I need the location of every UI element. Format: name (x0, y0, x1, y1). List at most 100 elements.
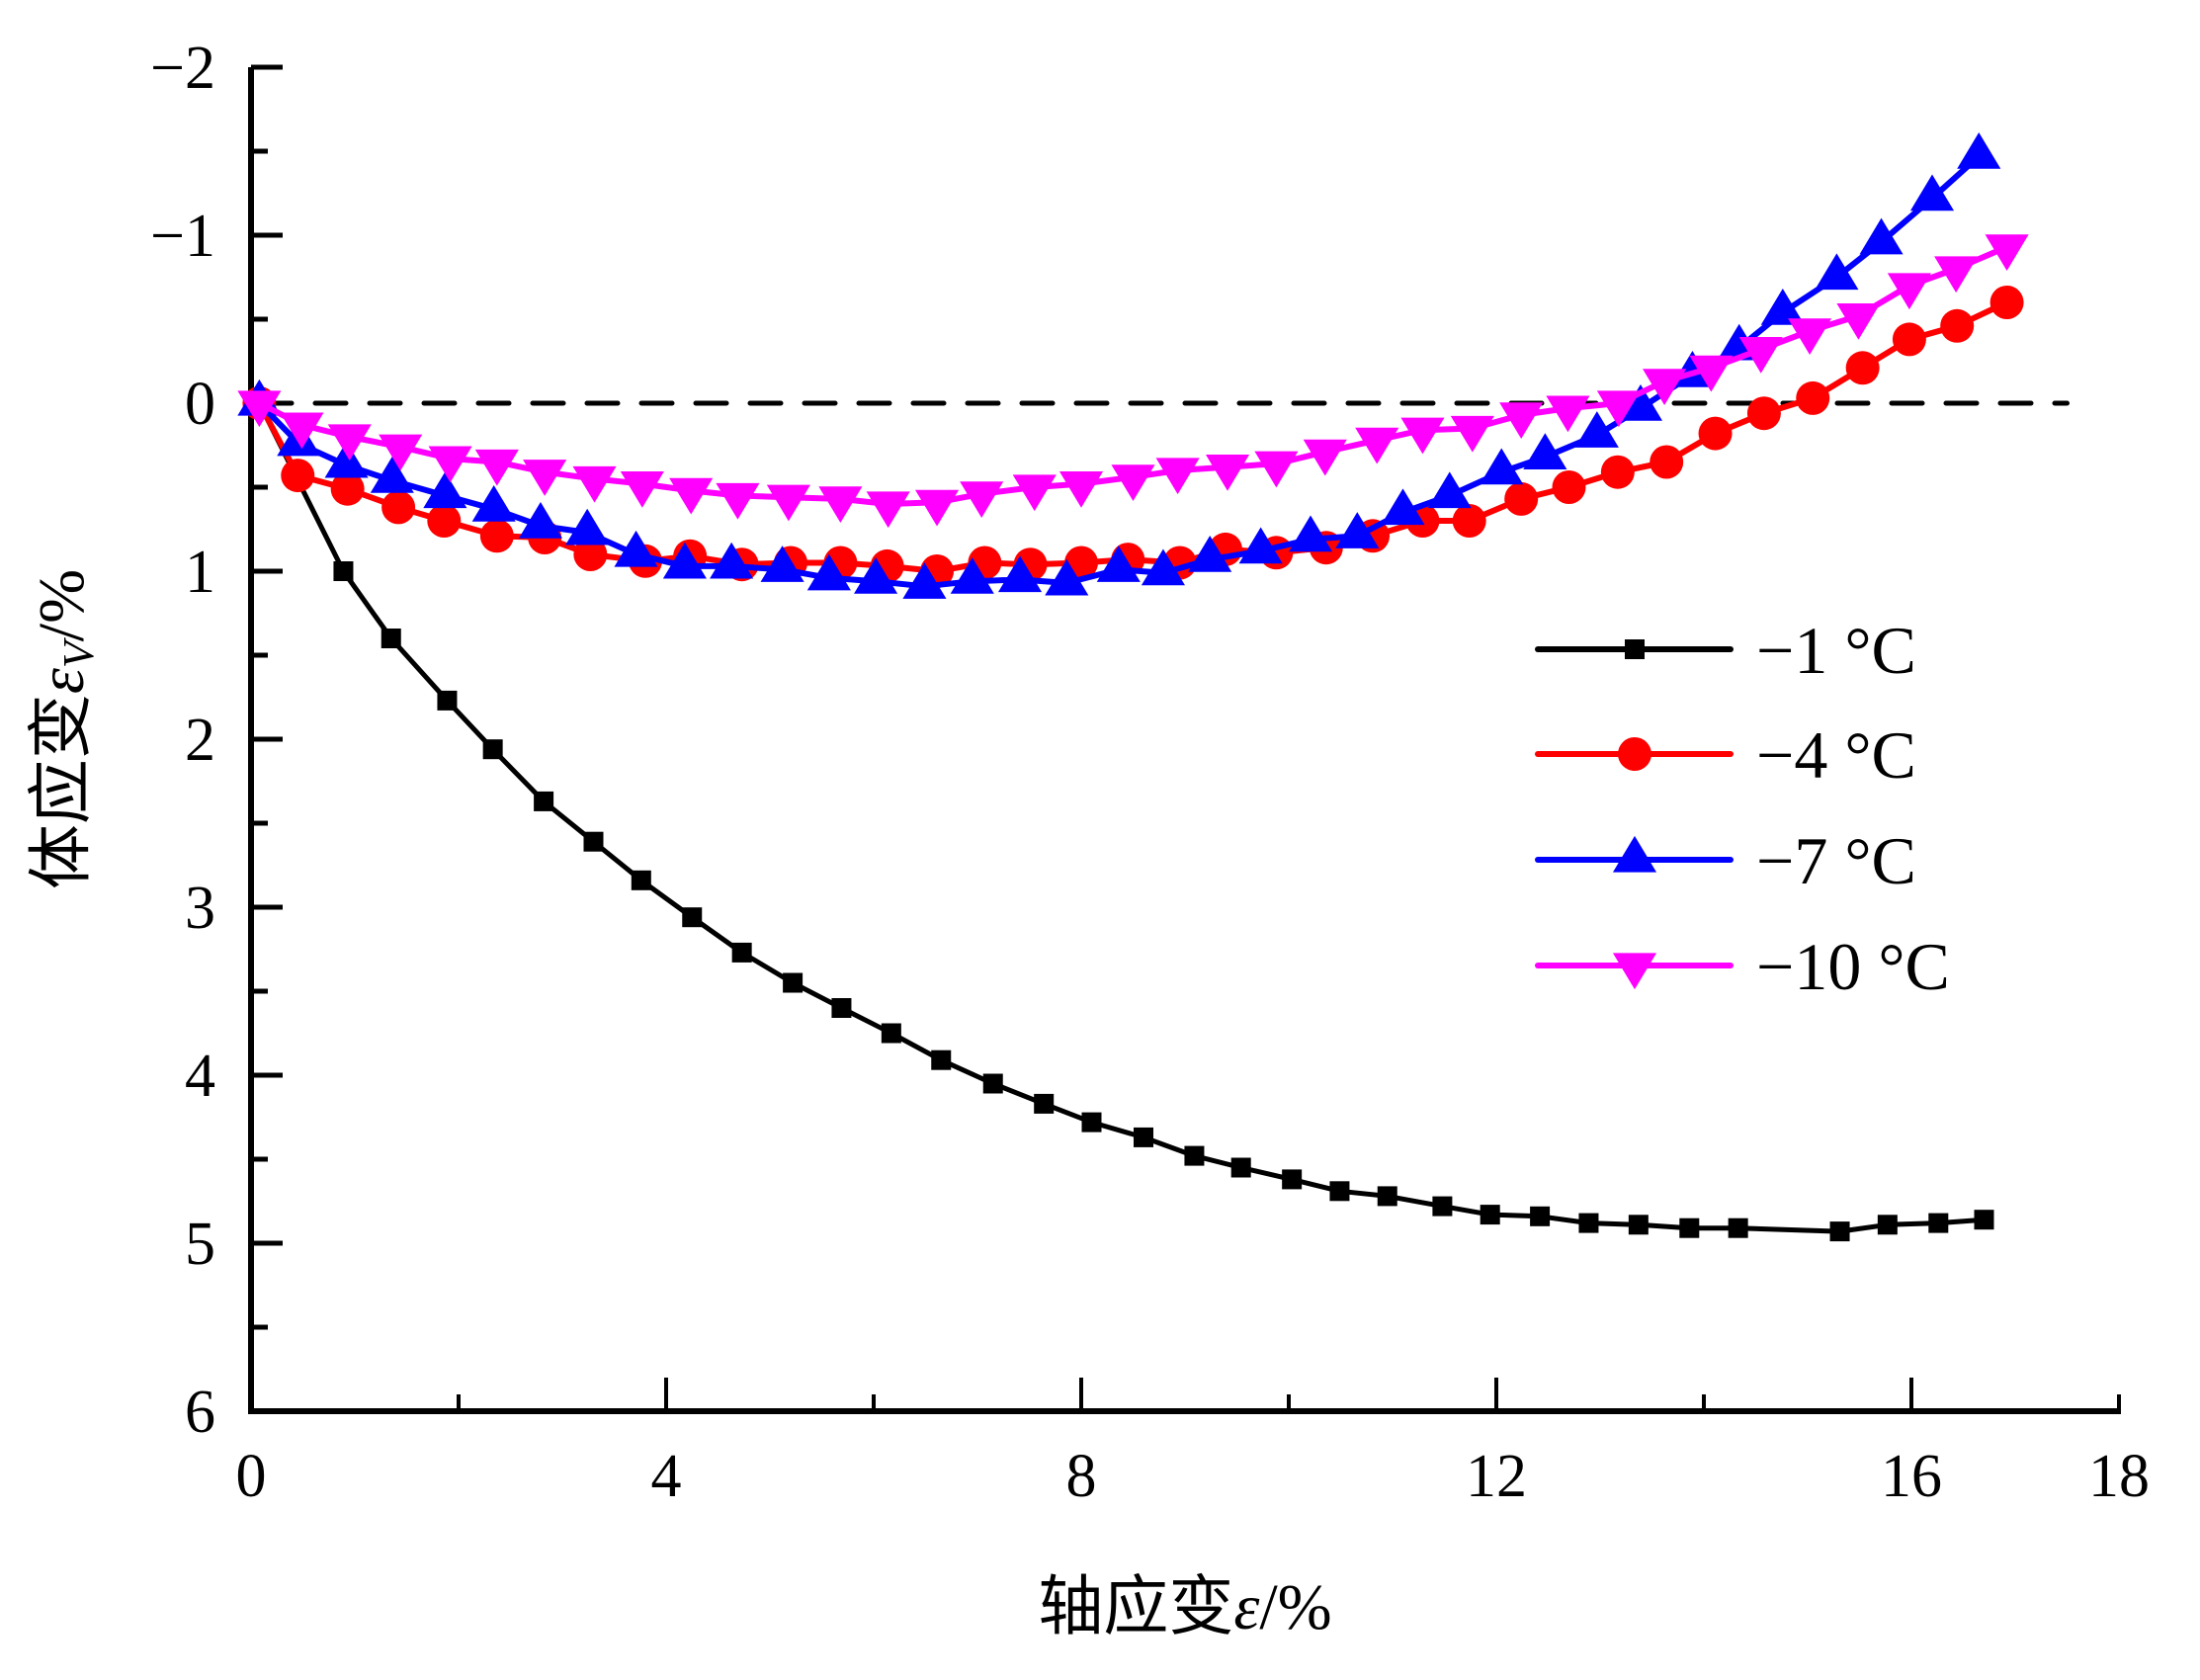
legend-marker (1612, 835, 1657, 873)
legend-item: −4 °C (1535, 717, 1916, 793)
data-point (960, 481, 1004, 518)
data-point (1887, 273, 1931, 310)
data-point (518, 501, 562, 539)
data-point (280, 412, 324, 450)
data-point (866, 491, 910, 529)
data-point (1034, 1093, 1055, 1114)
legend-marker (1625, 639, 1645, 659)
data-point (333, 561, 354, 581)
data-point (1859, 217, 1904, 255)
data-point (1578, 1213, 1599, 1233)
x-axis-title-unit: /% (1259, 1571, 1331, 1643)
data-point (1909, 174, 1955, 211)
data-point (1928, 1213, 1949, 1233)
data-point (1238, 527, 1283, 564)
data-point (1796, 380, 1830, 415)
data-point (818, 486, 863, 524)
data-point (237, 390, 282, 428)
data-point (482, 739, 503, 760)
data-point (1504, 481, 1539, 516)
data-point (1957, 131, 2001, 169)
data-point (327, 424, 372, 462)
y-tick-label: 0 (185, 371, 215, 438)
legend-label: −4 °C (1756, 717, 1916, 793)
data-point (1836, 303, 1881, 340)
x-tick-label: 4 (651, 1443, 682, 1510)
data-point (427, 504, 462, 538)
data-point (731, 942, 752, 963)
data-point (381, 629, 401, 648)
data-point (1989, 286, 2024, 319)
data-point (620, 471, 664, 508)
data-point (1892, 322, 1926, 357)
y-axis-title-subscript: V (54, 636, 103, 668)
x-axis-title-symbol: ε (1233, 1571, 1259, 1643)
y-tick-label: 2 (185, 707, 215, 774)
data-point (1206, 455, 1250, 491)
y-axis-title: 体应变εV/% (26, 569, 103, 889)
data-point (479, 519, 514, 553)
data-point (1432, 1196, 1453, 1217)
data-point (1134, 1127, 1153, 1147)
data-point (1679, 1218, 1700, 1238)
data-point (1480, 1205, 1500, 1225)
data-point (1282, 1169, 1303, 1190)
data-point (1829, 1221, 1850, 1242)
data-point (1289, 515, 1333, 552)
data-point (1643, 369, 1687, 406)
x-tick-label: 16 (1881, 1443, 1942, 1510)
data-point (1815, 253, 1859, 291)
legend-marker (1618, 737, 1651, 771)
data-point (381, 490, 416, 525)
data-point (881, 1023, 901, 1044)
data-point (1184, 1145, 1205, 1166)
data-point (1788, 318, 1832, 356)
data-point (1574, 411, 1619, 448)
data-point (565, 508, 610, 546)
data-point (1689, 355, 1734, 392)
data-point (682, 907, 703, 928)
x-tick-label: 12 (1466, 1443, 1527, 1510)
data-point (783, 972, 804, 993)
data-point (370, 457, 414, 493)
y-tick-label: −1 (150, 203, 215, 270)
y-tick-label: 4 (185, 1043, 215, 1110)
x-axis-title-text: 轴应变 (1038, 1571, 1233, 1643)
legend-item: −1 °C (1535, 613, 1916, 688)
data-point (1096, 546, 1141, 582)
data-point (1530, 1206, 1551, 1226)
data-point (1546, 395, 1590, 433)
y-tick-label: 5 (185, 1211, 215, 1278)
data-point (1877, 1215, 1898, 1235)
y-tick-label: 1 (185, 539, 215, 606)
data-point (950, 557, 994, 594)
data-point (1628, 1215, 1649, 1235)
legend-label: −1 °C (1756, 613, 1916, 688)
data-point (534, 791, 554, 811)
data-point (1381, 488, 1425, 526)
data-point (474, 449, 519, 486)
data-point (854, 557, 898, 594)
data-point (669, 477, 714, 515)
data-point (831, 998, 852, 1018)
data-point (1728, 1218, 1748, 1238)
data-point (1596, 390, 1641, 428)
data-point (1335, 512, 1380, 548)
data-point (423, 471, 467, 509)
data-point (1012, 474, 1057, 512)
data-point (631, 870, 651, 890)
data-point (1427, 471, 1472, 509)
data-point (1985, 234, 2029, 272)
data-point (998, 555, 1043, 593)
data-point (1230, 1157, 1251, 1178)
data-point (1738, 337, 1783, 374)
data-point (330, 471, 365, 506)
data-point (1650, 445, 1684, 479)
legend-marker (1612, 953, 1657, 990)
data-point (1303, 439, 1347, 476)
data-point (1111, 464, 1155, 501)
data-point (1254, 451, 1299, 488)
data-point (1746, 396, 1781, 431)
